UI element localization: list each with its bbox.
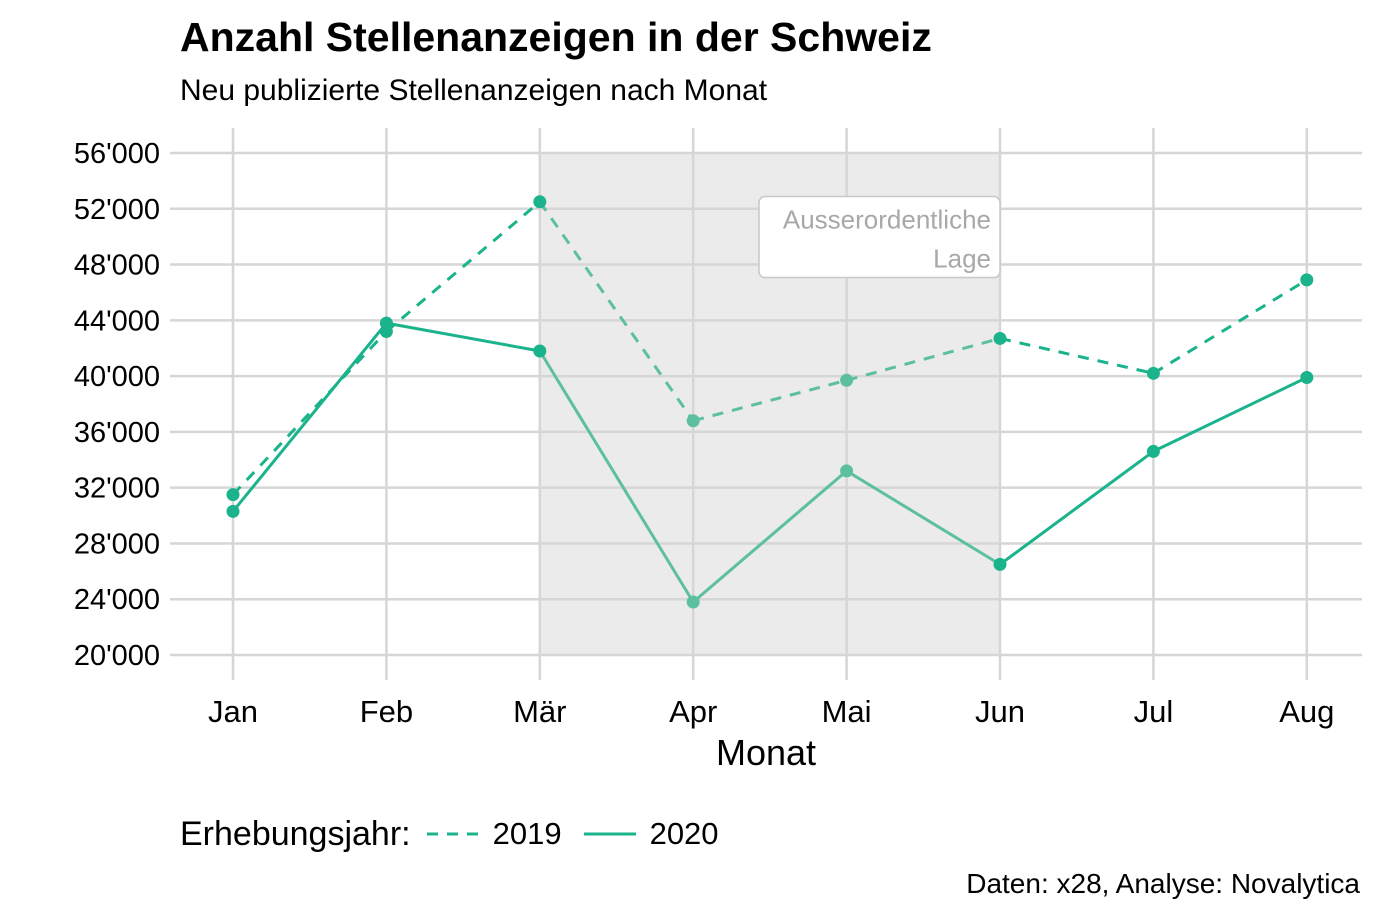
y-tick-label: 28'000 [74,528,160,560]
series-2020-point [533,344,547,358]
legend-label: 2020 [649,816,719,851]
legend-item-2019: 2019 [425,816,562,852]
y-tick-label: 36'000 [74,417,160,449]
series-2019-point [226,488,240,502]
series-2019-point [840,373,854,387]
legend: Erhebungsjahr: 2019 2020 [180,812,739,856]
chart-subtitle: Neu publizierte Stellenanzeigen nach Mon… [180,74,768,107]
series-2019-segment [385,200,541,333]
series-2020-point [1146,444,1160,458]
series-2019-segment [846,337,1001,382]
x-axis-title: Monat [716,732,816,773]
series-2019-point [686,414,700,428]
series-2019-segment [1152,278,1308,375]
x-tick-label: Mai [822,694,872,729]
annotation-text: Ausserordentliche [783,205,991,235]
y-tick-label: 40'000 [74,361,160,393]
series-2020-point [226,504,240,518]
legend-title: Erhebungsjahr: [180,814,411,853]
y-tick-label: 52'000 [74,194,160,226]
x-tick-label: Aug [1279,694,1334,729]
series-2019-point [1146,366,1160,380]
series-2019-segment [692,378,847,423]
series-2019-segment [538,200,695,422]
annotation-box [758,195,1001,279]
series-2020-point [1300,371,1314,385]
x-tick-label: Feb [360,694,413,729]
series-2020-point [686,595,700,609]
y-tick-label: 48'000 [74,250,160,282]
legend-label: 2019 [492,816,562,851]
series-2019-point [1300,273,1314,287]
series-2019-point [993,331,1007,345]
series-2020-segment [231,322,388,513]
series-2020-segment [692,469,848,604]
x-tick-label: Jun [975,694,1025,729]
y-tick-label: 24'000 [74,584,160,616]
series-2020-point [840,464,854,478]
legend-key-dashed [426,832,479,836]
series-2020-segment [845,469,1001,566]
series-2020-segment [999,450,1155,566]
x-tick-label: Jan [208,694,258,729]
series-2020-segment [386,321,541,353]
y-tick-label: 20'000 [74,640,160,672]
series-2019-segment [231,330,388,496]
series-2020-point [379,316,393,330]
y-tick-label: 56'000 [74,138,160,170]
series-2019-point [533,195,547,209]
line-chart: 20'000 24'000 28'000 32'000 36'000 40'000 44'0… [74,128,1362,773]
series-2019-segment [999,336,1154,375]
x-tick-label: Apr [669,694,717,729]
caption: Daten: x28, Analyse: Novalytica [966,868,1360,899]
annotation-text: Lage [933,244,991,274]
legend-item-2020: 2020 [582,816,719,852]
series-2020-point [993,557,1007,571]
x-tick-label: Jul [1134,694,1174,729]
y-tick-label: 32'000 [74,473,160,505]
chart-title: Anzahl Stellenanzeigen in der Schweiz [180,14,932,60]
series-2020-segment [1152,376,1308,453]
x-tick-label: Mär [513,694,566,729]
series-2020-segment [538,350,695,603]
y-tick-label: 44'000 [74,305,160,337]
legend-key-solid [583,832,636,836]
